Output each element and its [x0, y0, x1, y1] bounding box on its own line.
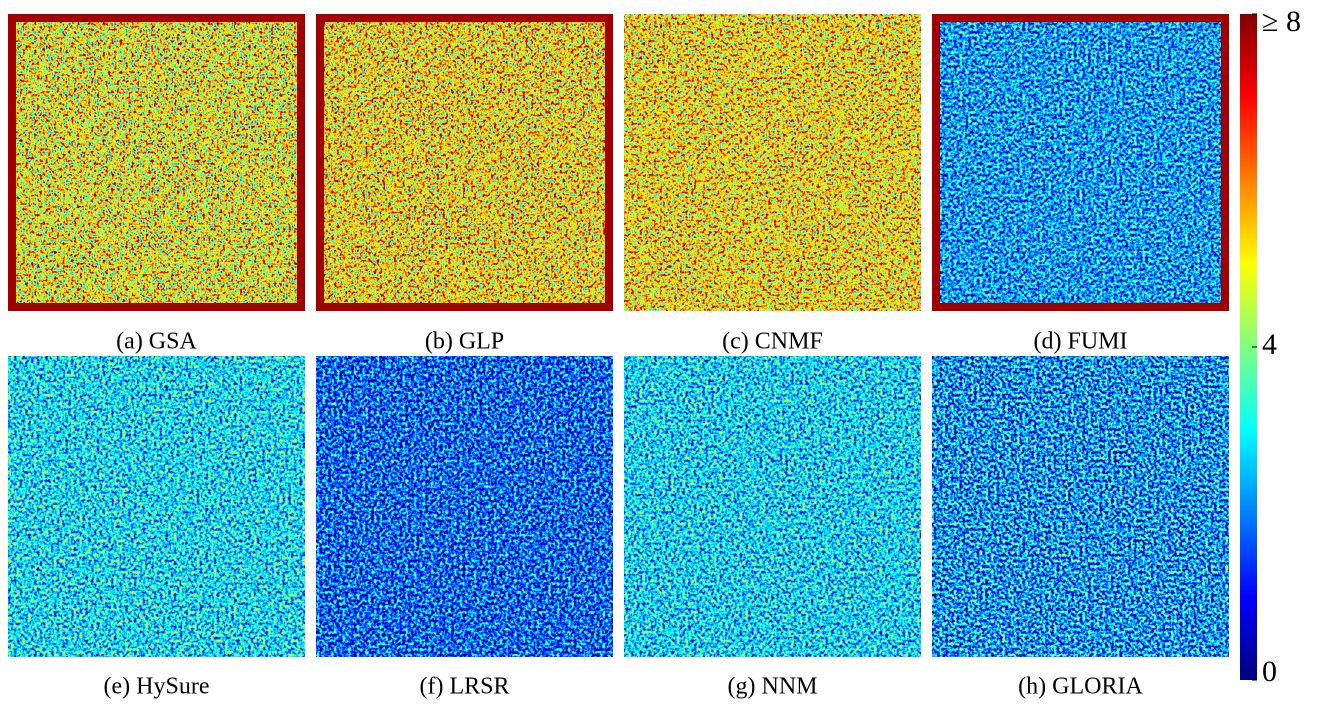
caption: (a) GSA: [116, 329, 197, 355]
error-map: [932, 14, 1229, 311]
caption: (c) CNMF: [722, 329, 823, 355]
map-border: [8, 14, 305, 311]
error-map: [316, 14, 613, 311]
error-map: [8, 356, 305, 657]
colorbar: [1240, 14, 1257, 680]
colorbar-tick-label: 4: [1262, 328, 1277, 361]
caption: (b) GLP: [425, 329, 504, 355]
map-border: [932, 14, 1229, 311]
error-map: [624, 14, 921, 311]
caption: (f) LRSR: [420, 674, 510, 700]
caption: (e) HySure: [104, 674, 210, 700]
caption: (g) NNM: [728, 674, 818, 700]
error-map: [8, 14, 305, 311]
map-border: [316, 14, 613, 311]
caption: (h) GLORIA: [1018, 674, 1143, 700]
error-map: [316, 356, 613, 657]
colorbar-tick-label: 0: [1262, 655, 1277, 688]
caption: (d) FUMI: [1034, 329, 1128, 355]
error-map: [624, 356, 921, 657]
error-map: [932, 356, 1229, 657]
colorbar-tick-label: ≥ 8: [1262, 5, 1301, 38]
